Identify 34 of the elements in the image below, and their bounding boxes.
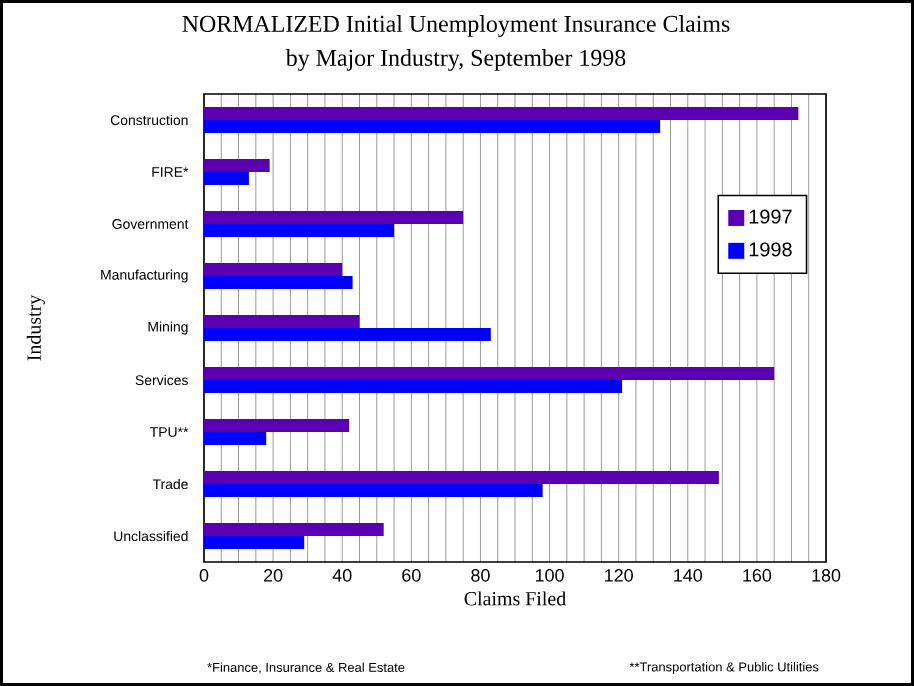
bar <box>204 380 623 393</box>
bar <box>204 484 543 497</box>
bar <box>204 276 353 289</box>
bar <box>204 536 305 549</box>
bar <box>204 107 799 120</box>
bar <box>204 315 360 328</box>
x-tick-label: 160 <box>743 569 772 582</box>
x-tick-label: 40 <box>332 569 352 582</box>
bar <box>204 263 343 276</box>
y-axis-title: Industry <box>26 294 45 361</box>
x-tick-label: 60 <box>402 569 421 582</box>
x-tick-label: 180 <box>812 569 841 582</box>
bar <box>204 471 719 484</box>
chart-subtitle: by Major Industry, September 1998 <box>285 49 626 71</box>
bar <box>204 419 350 432</box>
bar <box>204 432 267 445</box>
x-axis-title: Claims Filed <box>464 591 566 606</box>
bar <box>204 172 249 185</box>
legend-label: 1997 <box>749 209 792 224</box>
x-tick-label: 120 <box>605 569 633 582</box>
x-tick-label: 0 <box>199 569 209 582</box>
legend-label: 1998 <box>749 242 792 257</box>
x-tick-label: 20 <box>264 569 283 582</box>
bar <box>204 224 395 237</box>
x-tick-label: 100 <box>535 569 564 582</box>
x-tick-label: 140 <box>674 569 703 582</box>
bar <box>204 120 661 133</box>
bar <box>204 159 270 172</box>
x-tick-label: 80 <box>471 569 490 582</box>
bar <box>204 367 775 380</box>
bar <box>204 328 491 341</box>
chart-title: NORMALIZED Initial Unemployment Insurance Claims <box>182 15 730 37</box>
bar <box>204 523 384 536</box>
bar <box>204 211 464 224</box>
